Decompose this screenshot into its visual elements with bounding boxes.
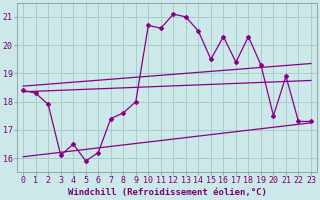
X-axis label: Windchill (Refroidissement éolien,°C): Windchill (Refroidissement éolien,°C): [68, 188, 267, 197]
